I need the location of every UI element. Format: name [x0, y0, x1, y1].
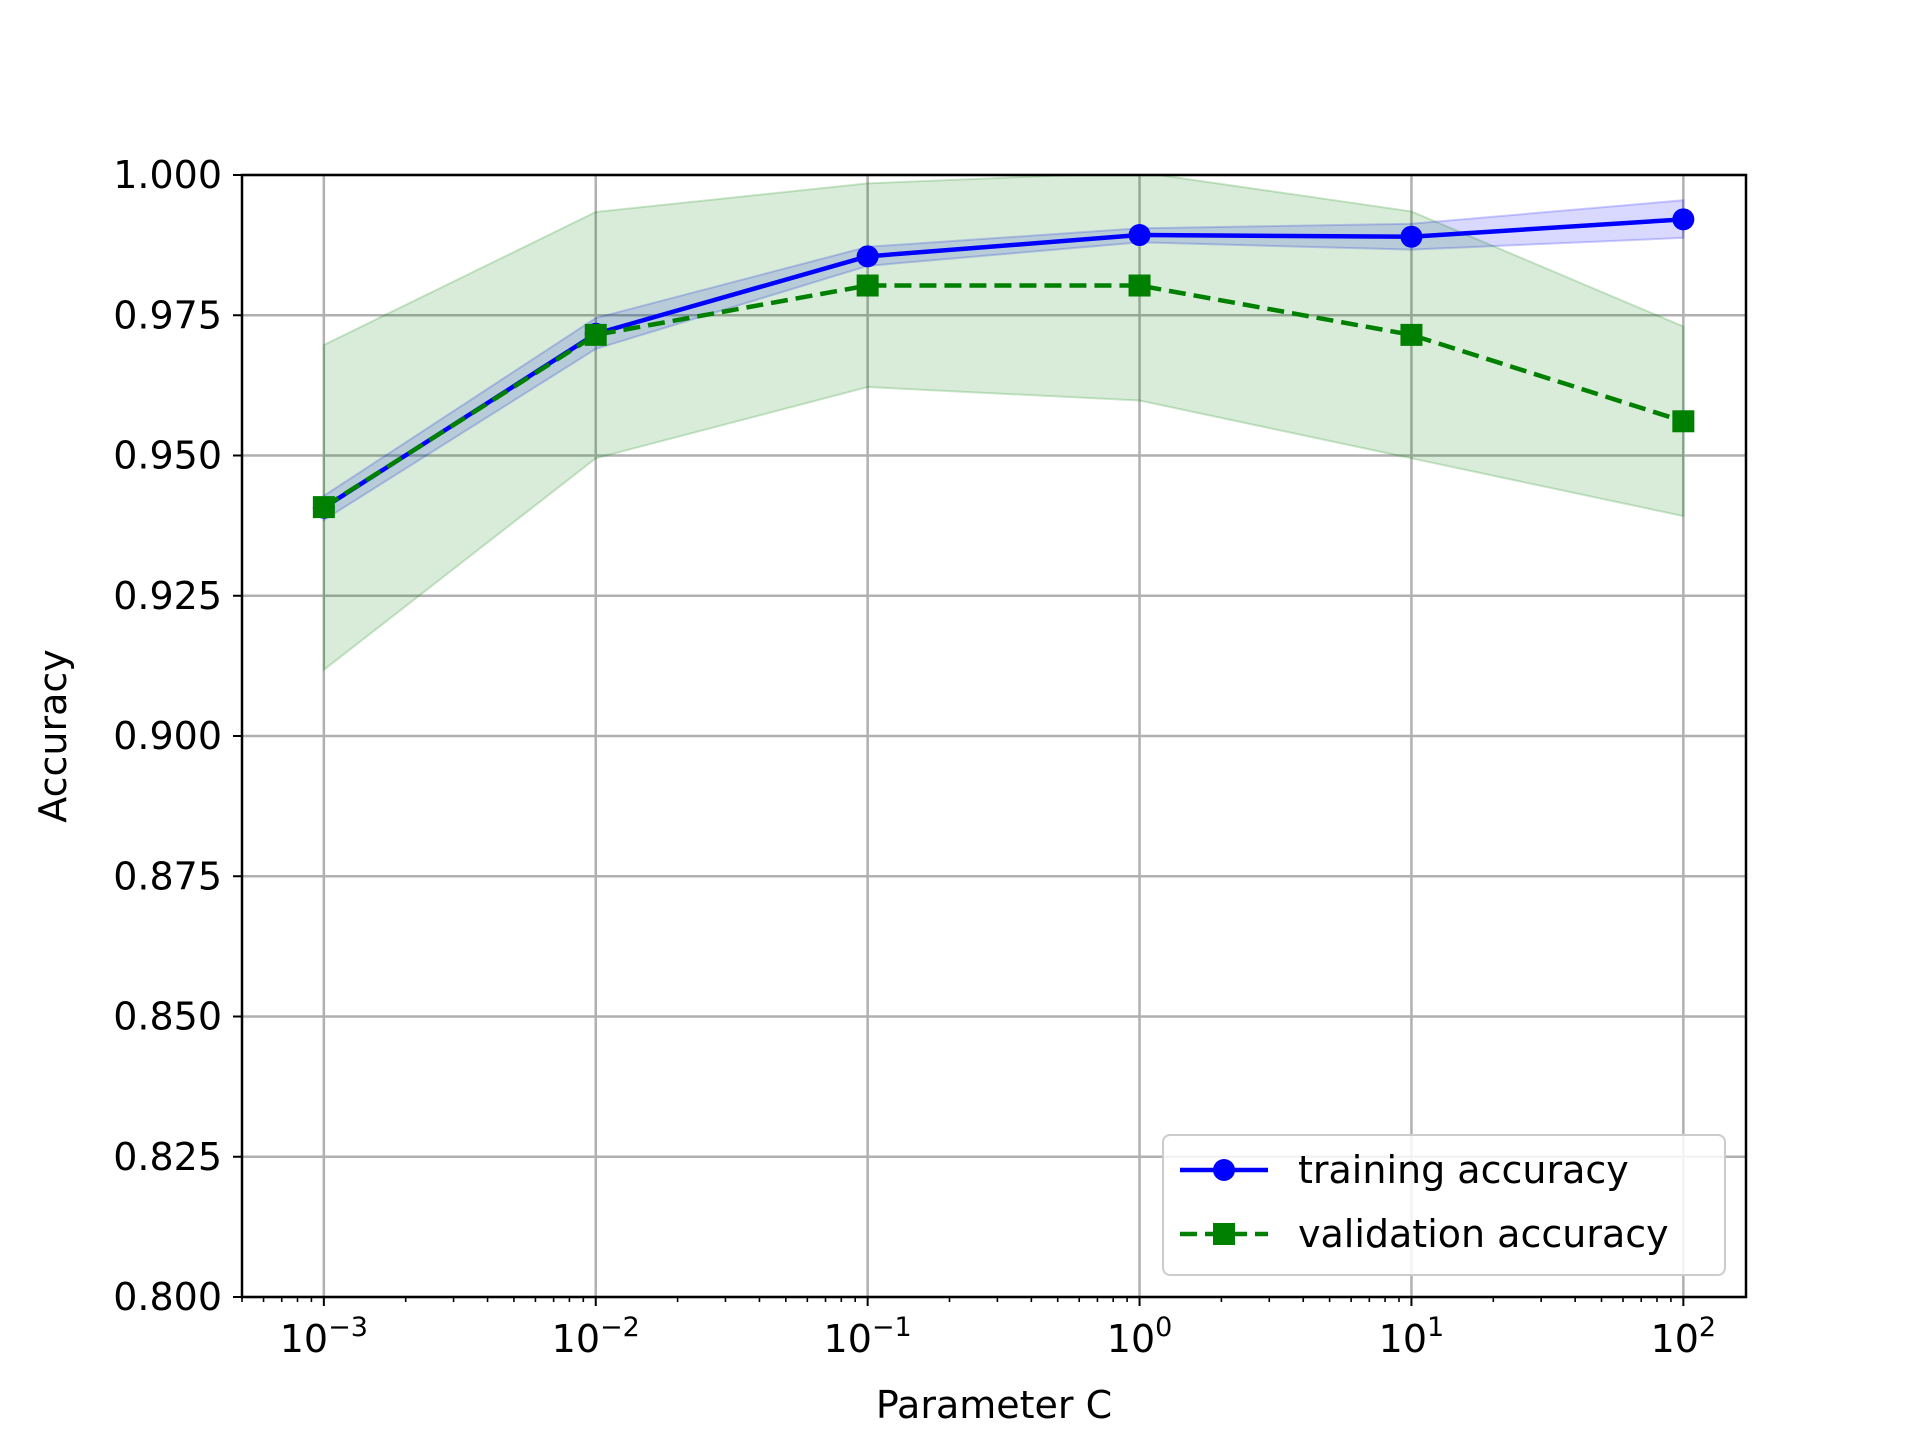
- data-point: [1672, 410, 1695, 433]
- data-point: [856, 274, 879, 297]
- data-point: [1128, 224, 1151, 247]
- confidence-band: [322, 175, 1685, 672]
- y-tick-label: 0.925: [113, 574, 222, 618]
- data-point: [1400, 323, 1423, 346]
- legend-label: validation accuracy: [1298, 1212, 1669, 1256]
- y-tick-label: 0.950: [113, 434, 222, 478]
- data-point: [584, 323, 607, 346]
- series-lines: [322, 217, 1685, 510]
- series-line: [322, 217, 1684, 510]
- y-tick-label: 0.800: [113, 1275, 222, 1319]
- x-tick-label: 101: [1379, 1312, 1445, 1361]
- series-markers: [312, 208, 1695, 519]
- x-tick-label: 10−2: [552, 1312, 640, 1361]
- y-tick-label: 0.900: [113, 714, 222, 758]
- y-tick-label: 0.875: [113, 854, 222, 898]
- data-point: [1672, 208, 1695, 231]
- legend-label: training accuracy: [1298, 1148, 1629, 1192]
- legend-box: [1162, 1134, 1726, 1276]
- y-axis-ticks: 0.800 0.825 0.850 0.875 0.900 0.925 0.950 0.975…: [113, 153, 242, 1319]
- x-axis-ticks: 10−3 10−2 10−1 100 101 102: [241, 1297, 1717, 1361]
- data-point: [1400, 225, 1423, 248]
- y-tick-label: 0.975: [113, 293, 222, 337]
- data-point: [312, 496, 335, 519]
- y-tick-label: 1.000: [113, 153, 222, 197]
- x-tick-label: 102: [1651, 1312, 1717, 1361]
- x-tick-label: 10−1: [824, 1312, 912, 1361]
- legend-marker: [1213, 1223, 1235, 1245]
- legend: training accuracy validation accuracy: [1162, 1134, 1726, 1276]
- legend-marker: [1213, 1159, 1235, 1181]
- y-tick-label: 0.825: [113, 1135, 222, 1179]
- x-tick-label: 10−3: [280, 1312, 368, 1361]
- series-line: [322, 283, 1685, 510]
- x-axis-title: Parameter C: [876, 1383, 1112, 1427]
- y-tick-label: 0.850: [113, 995, 222, 1039]
- y-axis-title: Accuracy: [31, 649, 75, 823]
- x-tick-label: 100: [1107, 1312, 1173, 1361]
- data-point: [1128, 274, 1151, 297]
- data-point: [856, 245, 879, 268]
